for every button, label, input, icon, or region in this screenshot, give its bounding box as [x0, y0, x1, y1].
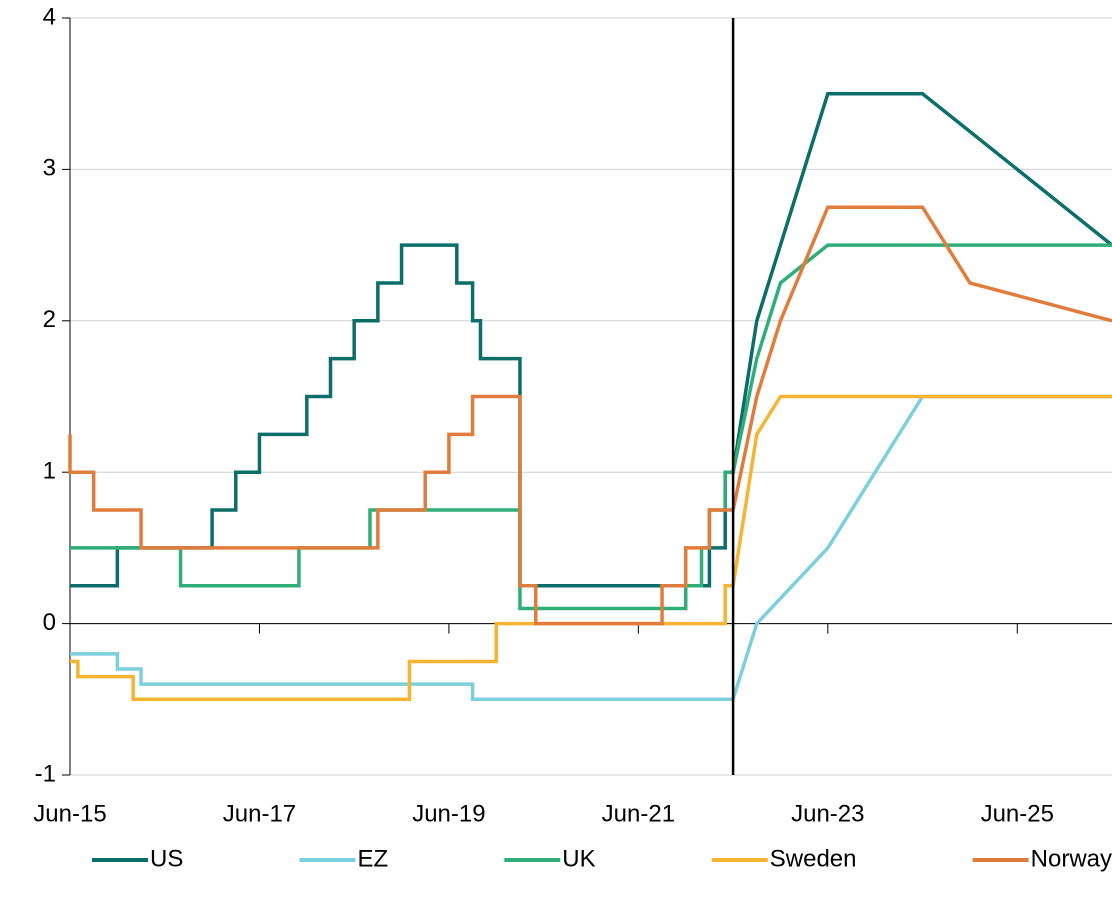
legend: US EZ UK Sweden Norway [92, 845, 1112, 872]
y-tick-label: 0 [43, 609, 56, 636]
x-tick-label: Jun-21 [602, 800, 675, 827]
x-tick-label: Jun-23 [791, 800, 864, 827]
legend-label: EZ [357, 845, 388, 872]
x-tick-label: Jun-15 [33, 800, 106, 827]
legend-label: US [150, 845, 183, 872]
legend-label: Sweden [770, 845, 857, 872]
series-line [70, 394, 1112, 702]
series-line [70, 91, 1112, 588]
y-tick-label: 1 [43, 458, 56, 485]
x-tick-label: Jun-25 [981, 800, 1054, 827]
y-tick-label: 3 [43, 155, 56, 182]
y-tick-label: 4 [43, 3, 56, 30]
legend-label: Norway [1031, 845, 1112, 872]
y-tick-label: 2 [43, 306, 56, 333]
series-line [70, 394, 1112, 702]
series-line [68, 205, 1112, 626]
y-tick-label: -1 [35, 760, 56, 787]
legend-label: UK [562, 845, 595, 872]
x-tick-label: Jun-19 [412, 800, 485, 827]
series-line [70, 243, 1112, 611]
x-tick-label: Jun-17 [223, 800, 296, 827]
